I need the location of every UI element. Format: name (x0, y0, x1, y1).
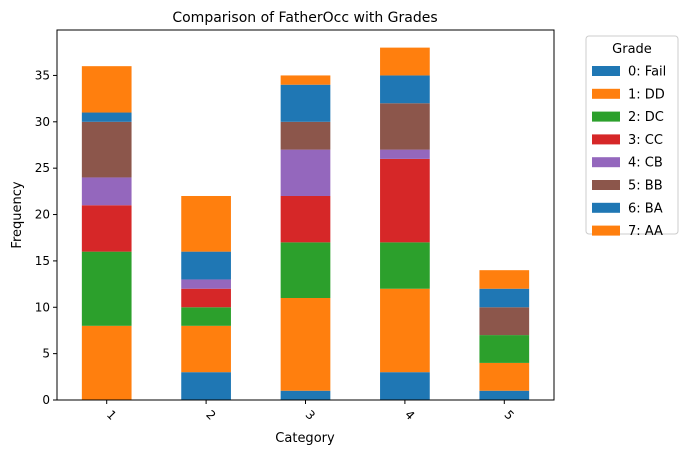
legend-label: 1: DD (628, 87, 665, 102)
legend-swatch (592, 202, 620, 213)
y-tick-label: 35 (35, 68, 50, 82)
x-tick-label: 4 (402, 408, 417, 423)
bar-segment-cat4-grade0 (380, 372, 430, 400)
bar-segment-cat4-grade5 (380, 103, 430, 150)
bar-segment-cat5-grade1 (479, 362, 530, 391)
bar-segment-cat2-grade0 (181, 372, 231, 400)
legend-swatch (592, 180, 620, 190)
chart-title: Comparison of FatherOcc with Grades (172, 10, 437, 26)
bar-segment-cat1-grade5 (81, 121, 132, 178)
legend-swatch (592, 157, 620, 168)
legend-label: 6: BA (628, 201, 663, 216)
bar-segment-cat3-grade4 (280, 149, 331, 196)
bar-segment-cat5-grade0 (479, 390, 530, 400)
legend-swatch (592, 225, 620, 236)
bar-segment-cat1-grade7 (81, 66, 132, 113)
bar-segment-cat5-grade7 (479, 270, 530, 289)
bar-segment-cat2-grade4 (181, 279, 231, 289)
y-tick-label: 25 (35, 161, 50, 175)
bar-segment-cat1-grade1 (81, 325, 132, 400)
y-tick-label: 15 (35, 254, 50, 268)
bar-segment-cat2-grade6 (181, 251, 231, 280)
bar-segment-cat2-grade7 (181, 195, 231, 252)
x-axis-label: Category (275, 431, 335, 446)
y-tick-label: 5 (42, 347, 50, 361)
legend-swatch (592, 66, 620, 76)
y-tick-label: 10 (35, 300, 50, 314)
bar-segment-cat3-grade1 (280, 297, 331, 391)
bar-segment-cat1-grade3 (81, 205, 132, 252)
bar-segment-cat3-grade7 (280, 75, 331, 85)
y-axis: 0 5 10 15 20 25 30 35 (35, 68, 57, 407)
legend-swatch (592, 134, 620, 145)
bar-segment-cat2-grade2 (181, 307, 231, 326)
x-tick-label: 1 (104, 408, 119, 423)
legend-label: 7: AA (628, 224, 663, 239)
bar-segment-cat4-grade1 (380, 288, 430, 373)
bar-segment-cat3-grade0 (280, 390, 331, 400)
bar-segment-cat4-grade6 (380, 75, 430, 104)
y-tick-label: 30 (35, 115, 50, 129)
x-tick-label: 2 (203, 408, 218, 423)
bar-segment-cat4-grade3 (380, 158, 430, 243)
legend-title: Grade (612, 42, 652, 57)
bar-segment-cat4-grade7 (380, 47, 430, 76)
bar-segment-cat2-grade3 (181, 288, 231, 308)
bars-group (81, 47, 530, 400)
bar-segment-cat3-grade5 (280, 121, 331, 150)
bar-segment-cat4-grade4 (380, 149, 430, 159)
y-tick-label: 20 (35, 208, 50, 222)
bar-segment-cat4-grade2 (380, 242, 430, 289)
x-tick-label: 3 (303, 408, 318, 423)
bar-segment-cat5-grade2 (479, 335, 530, 363)
bar-segment-cat3-grade2 (280, 242, 331, 298)
x-axis: 1 2 3 4 5 (104, 400, 517, 423)
bar-segment-cat2-grade1 (181, 325, 231, 373)
bar-segment-cat5-grade6 (479, 288, 530, 308)
y-axis-label: Frequency (10, 181, 25, 248)
bar-segment-cat1-grade4 (81, 177, 132, 206)
legend-label: 5: BB (628, 179, 663, 194)
legend-label: 3: CC (628, 133, 663, 148)
legend-label: 4: CB (628, 156, 663, 171)
bar-segment-cat3-grade3 (280, 195, 331, 243)
bar-segment-cat3-grade6 (280, 84, 331, 122)
legend-label: 0: Fail (628, 65, 666, 80)
legend-label: 2: DC (628, 110, 664, 125)
legend: Grade 0: Fail 1: DD 2: DC 3: CC 4: CB 5: BB 6:… (585, 35, 679, 239)
x-tick-label: 5 (501, 408, 516, 423)
bar-segment-cat5-grade5 (479, 307, 530, 336)
bar-segment-cat1-grade6 (81, 112, 132, 122)
bar-segment-cat1-grade2 (81, 251, 132, 326)
legend-swatch (592, 88, 620, 99)
legend-swatch (592, 111, 620, 122)
y-tick-label: 0 (42, 393, 50, 407)
